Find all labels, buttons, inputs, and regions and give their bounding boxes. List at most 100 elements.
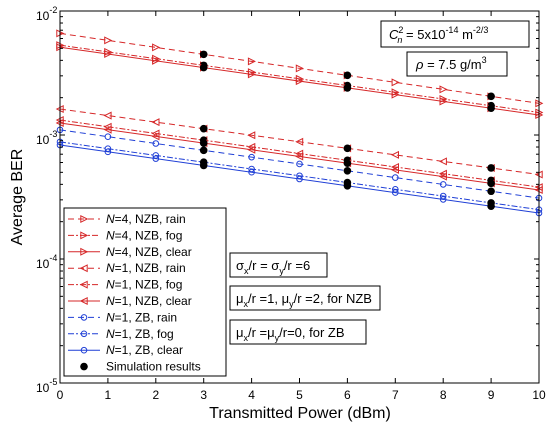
- legend-marker: [80, 346, 88, 354]
- series-marker: [247, 131, 256, 140]
- legend-items: N=4, NZB, rain N=4, NZB, fog N=4, NZB, cle…: [68, 212, 201, 374]
- annotation-mu-nzb-box: [229, 285, 381, 311]
- simulation-point: [199, 139, 208, 147]
- simulation-point: [343, 182, 352, 190]
- series-marker: [104, 133, 112, 140]
- series-marker: [248, 168, 255, 176]
- series-marker: [152, 140, 160, 147]
- series-marker: [295, 152, 304, 161]
- series-marker: [392, 174, 399, 181]
- series-marker: [295, 64, 304, 73]
- annotation-sigma: σx/r = σy/r =6: [229, 252, 328, 278]
- ticks-layer: 0 1 2 3 4 5 6 7 8 9 10 10-5 10-4 10-3 10-2: [36, 5, 546, 402]
- legend-label: N=4, NZB, rain: [106, 212, 186, 226]
- legend-marker: [80, 314, 88, 321]
- series-marker: [296, 160, 303, 168]
- y-tick-label: 10-3: [36, 129, 57, 147]
- x-tick-label: 2: [152, 388, 159, 402]
- series-marker: [152, 56, 161, 65]
- legend-label: Simulation results: [106, 360, 201, 374]
- series-marker: [438, 157, 447, 166]
- series-marker: [295, 77, 304, 86]
- series-marker: [296, 175, 303, 183]
- series-marker: [151, 132, 160, 141]
- series-marker: [103, 125, 112, 134]
- simulation-point: [199, 50, 208, 59]
- simulation-point: [343, 84, 352, 92]
- annotation-sigma-box: [229, 252, 328, 278]
- simulation-point: [487, 104, 495, 113]
- simulation-point: [487, 92, 495, 101]
- annotation-rho-box: [406, 51, 508, 77]
- series-marker: [390, 150, 399, 159]
- y-tick-label: 10-5: [36, 377, 57, 395]
- x-tick-label: 5: [296, 388, 303, 402]
- annotation-rho: ρ = 7.5 g/m3: [406, 51, 508, 77]
- legend-label: N=4, NZB, clear: [106, 245, 192, 259]
- plot-layer: [55, 29, 544, 217]
- x-tick-label: 6: [344, 388, 351, 402]
- simulation-point: [487, 187, 495, 196]
- simulation-point: [487, 202, 495, 210]
- annotation-mu-zb: μx/r =μy/r=0, for ZB: [229, 319, 367, 345]
- series-marker: [439, 97, 448, 106]
- x-tick-label: 1: [105, 388, 112, 402]
- legend-marker: [80, 214, 89, 224]
- legend-marker: [79, 264, 88, 273]
- series-marker: [391, 78, 400, 87]
- x-tick-label: 0: [57, 388, 64, 402]
- annotation-sigma-text: σx/r = σy/r =6: [236, 258, 310, 276]
- legend-marker: [79, 296, 88, 306]
- legend: N=4, NZB, rain N=4, NZB, fog N=4, NZB, cle…: [63, 207, 227, 377]
- legend-label: N=1, NZB, fog: [106, 278, 182, 292]
- series-marker: [104, 148, 112, 156]
- legend-label: N=1, ZB, fog: [106, 327, 174, 341]
- annotation-mu-nzb-text: μx/r =1, μy/r =2, for NZB: [236, 291, 372, 309]
- series-marker: [103, 111, 112, 120]
- y-tick-label: 10-2: [36, 5, 57, 23]
- y-tick-label: 10-4: [36, 253, 57, 271]
- series-marker: [152, 155, 160, 162]
- legend-marker: [80, 247, 89, 256]
- legend-label: N=1, ZB, clear: [106, 343, 183, 357]
- series-line: [59, 108, 540, 176]
- series-line: [59, 122, 540, 191]
- legend-label: N=1, NZB, clear: [106, 294, 192, 308]
- x-tick-label: 3: [200, 388, 207, 402]
- legend-marker-simulation: [80, 362, 88, 371]
- legend-marker: [80, 330, 88, 338]
- series-marker: [151, 118, 160, 127]
- simulation-point: [487, 164, 495, 172]
- series-line: [59, 46, 540, 116]
- legend-marker: [79, 280, 88, 289]
- legend-label: N=1, NZB, rain: [106, 261, 186, 275]
- series-marker: [104, 50, 113, 59]
- series-marker: [439, 196, 447, 203]
- series-marker: [391, 90, 400, 99]
- x-tick-label: 10: [532, 388, 546, 402]
- simulation-point: [199, 124, 208, 133]
- legend-marker: [80, 231, 89, 240]
- series-marker: [439, 181, 447, 188]
- x-tick-label: 4: [248, 388, 255, 402]
- legend-label: N=1, ZB, rain: [106, 310, 177, 324]
- series-marker: [439, 85, 448, 94]
- x-tick-label: 9: [488, 388, 495, 402]
- annotation-mu-zb-box: [229, 319, 367, 345]
- annotation-cn2-box: [380, 20, 530, 48]
- simulation-point: [199, 161, 208, 170]
- legend-box: [63, 207, 227, 377]
- simulation-point: [199, 146, 208, 155]
- series-marker: [390, 165, 399, 174]
- series-marker: [247, 70, 256, 79]
- simulation-point: [487, 179, 495, 188]
- x-axis-title: Transmitted Power (dBm): [209, 405, 391, 422]
- series-marker: [438, 172, 447, 181]
- simulation-point: [343, 159, 352, 168]
- series-line: [59, 144, 540, 214]
- annotation-mu-nzb: μx/r =1, μy/r =2, for NZB: [229, 285, 381, 311]
- series-marker: [295, 137, 304, 146]
- annotation-mu-zb-text: μx/r =μy/r=0, for ZB: [236, 325, 345, 343]
- series-marker: [247, 57, 256, 66]
